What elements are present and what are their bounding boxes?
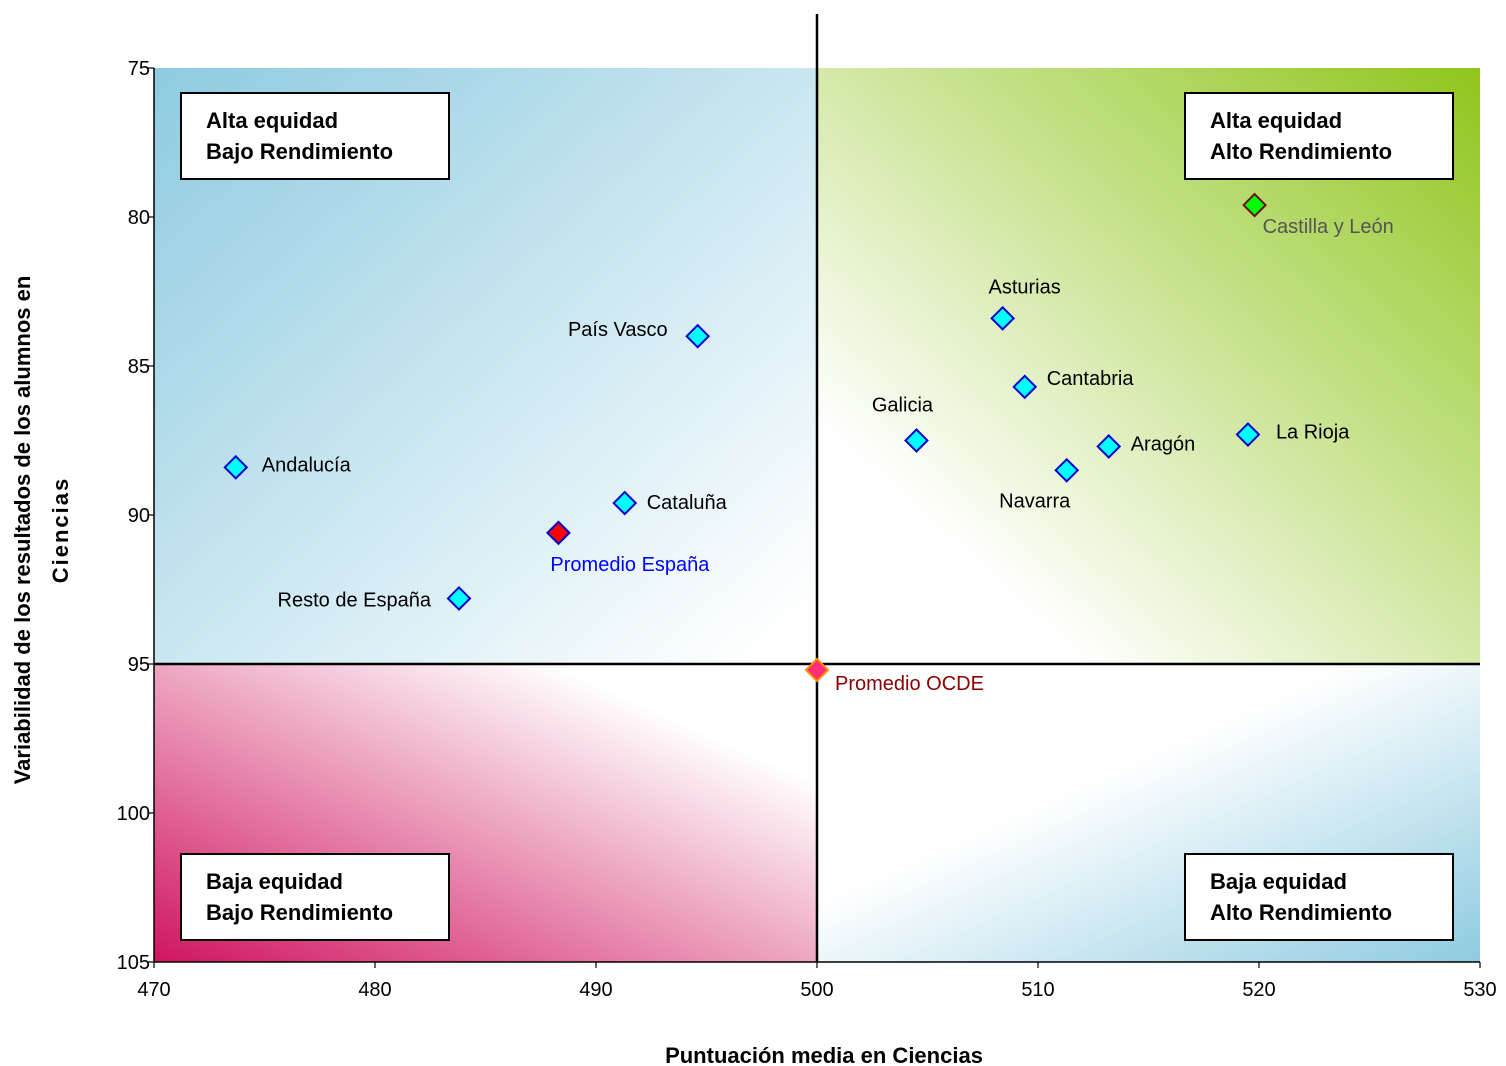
quadrant-label-line2: Alto Rendimiento (1210, 900, 1392, 925)
point-label: Castilla y León (1263, 216, 1394, 238)
point-resto-de-espana: Resto de España (278, 586, 472, 611)
diamond-marker (1096, 434, 1122, 459)
diamond-marker (1242, 192, 1267, 218)
point-andalucia: Andalucía (223, 454, 352, 480)
diamond-marker (685, 323, 711, 349)
quadrant-label-bottom-right: Baja equidad Alto Rendimiento (1184, 853, 1454, 941)
diamond-marker (612, 490, 638, 516)
point-cataluna: Cataluña (612, 490, 728, 516)
quadrant-label-line1: Alta equidad (206, 108, 338, 133)
y-axis-title-group: Variabilidad de los resultados de los al… (10, 276, 73, 785)
x-tick-label: 470 (137, 979, 170, 1001)
diamond-marker (990, 305, 1016, 331)
quadrant-label-top-right: Alta equidad Alto Rendimiento (1184, 92, 1454, 180)
point-label: Andalucía (262, 454, 352, 476)
point-label: Aragón (1131, 433, 1196, 455)
point-cantabria: Cantabria (1012, 368, 1135, 400)
diamond-marker (446, 586, 472, 611)
quadrant-label-line1: Alta equidad (1210, 108, 1342, 133)
point-galicia: Galicia (872, 395, 934, 453)
y-tick-label: 100 (117, 803, 150, 825)
y-tick-label: 75 (128, 58, 150, 80)
point-label: Asturias (989, 276, 1061, 298)
quadrant-label-line2: Bajo Rendimiento (206, 139, 393, 164)
point-label: Promedio OCDE (835, 673, 984, 695)
point-label: Resto de España (278, 589, 432, 611)
y-axis-title: Variabilidad de los resultados de los al… (10, 276, 73, 785)
x-tick-label: 530 (1463, 979, 1496, 1001)
point-label: Navarra (999, 490, 1071, 512)
point-castilla-y-leon: Castilla y León (1242, 192, 1394, 238)
quadrant-label-box (1184, 853, 1454, 941)
point-label: Galicia (872, 395, 934, 417)
quadrant-label-bottom-left: Baja equidad Bajo Rendimiento (180, 853, 450, 941)
point-navarra: Navarra (999, 457, 1080, 512)
point-aragon: Aragón (1096, 433, 1196, 459)
x-tick-label: 510 (1021, 979, 1054, 1001)
point-label: Cataluña (647, 492, 728, 514)
y-axis-title-line1: Variabilidad de los resultados de los al… (10, 276, 35, 785)
x-tick-label: 500 (800, 979, 833, 1001)
point-label: La Rioja (1276, 422, 1350, 444)
point-promedio-ocde: Promedio OCDE (804, 657, 984, 695)
data-points: Andalucía Resto de España Cataluña País Vas… (223, 192, 1394, 695)
point-label: País Vasco (568, 319, 668, 341)
quadrant-label-line1: Baja equidad (1210, 869, 1347, 894)
quadrant-label-top-left: Alta equidad Bajo Rendimiento (180, 92, 450, 180)
diamond-marker (1235, 422, 1261, 447)
point-la-rioja: La Rioja (1235, 422, 1350, 447)
diamond-marker (546, 520, 571, 546)
x-tick-label: 490 (579, 979, 612, 1001)
point-label: Promedio España (550, 554, 710, 576)
diamond-marker (804, 657, 830, 683)
quadrant-label-line2: Bajo Rendimiento (206, 900, 393, 925)
point-asturias: Asturias (989, 276, 1061, 331)
x-axis-title: Puntuación media en Ciencias (665, 1043, 983, 1066)
y-tick-label: 95 (128, 654, 150, 676)
x-tick-label: 480 (358, 979, 391, 1001)
quadrant-label-box (1184, 92, 1454, 180)
quadrant-label-line2: Alto Rendimiento (1210, 139, 1392, 164)
axes: 470 480 490 500 510 520 530 75 80 85 90 95 100 105 (117, 58, 1497, 1001)
quadrant-label-box (180, 92, 450, 180)
y-tick-label: 85 (128, 356, 150, 378)
y-tick-label: 105 (117, 952, 150, 974)
diamond-marker (904, 428, 929, 453)
quadrant-label-line1: Baja equidad (206, 869, 343, 894)
x-tick-label: 520 (1242, 979, 1275, 1001)
y-tick-label: 90 (128, 505, 150, 527)
point-pais-vasco: País Vasco (568, 319, 711, 349)
y-axis-title-line2: Ciencias (48, 477, 73, 584)
quadrant-label-box (180, 853, 450, 941)
diamond-marker (223, 454, 249, 480)
y-tick-label: 80 (128, 207, 150, 229)
point-promedio-espana: Promedio España (546, 520, 710, 576)
diamond-marker (1054, 457, 1080, 483)
point-label: Cantabria (1047, 368, 1135, 390)
diamond-marker (1012, 374, 1038, 400)
